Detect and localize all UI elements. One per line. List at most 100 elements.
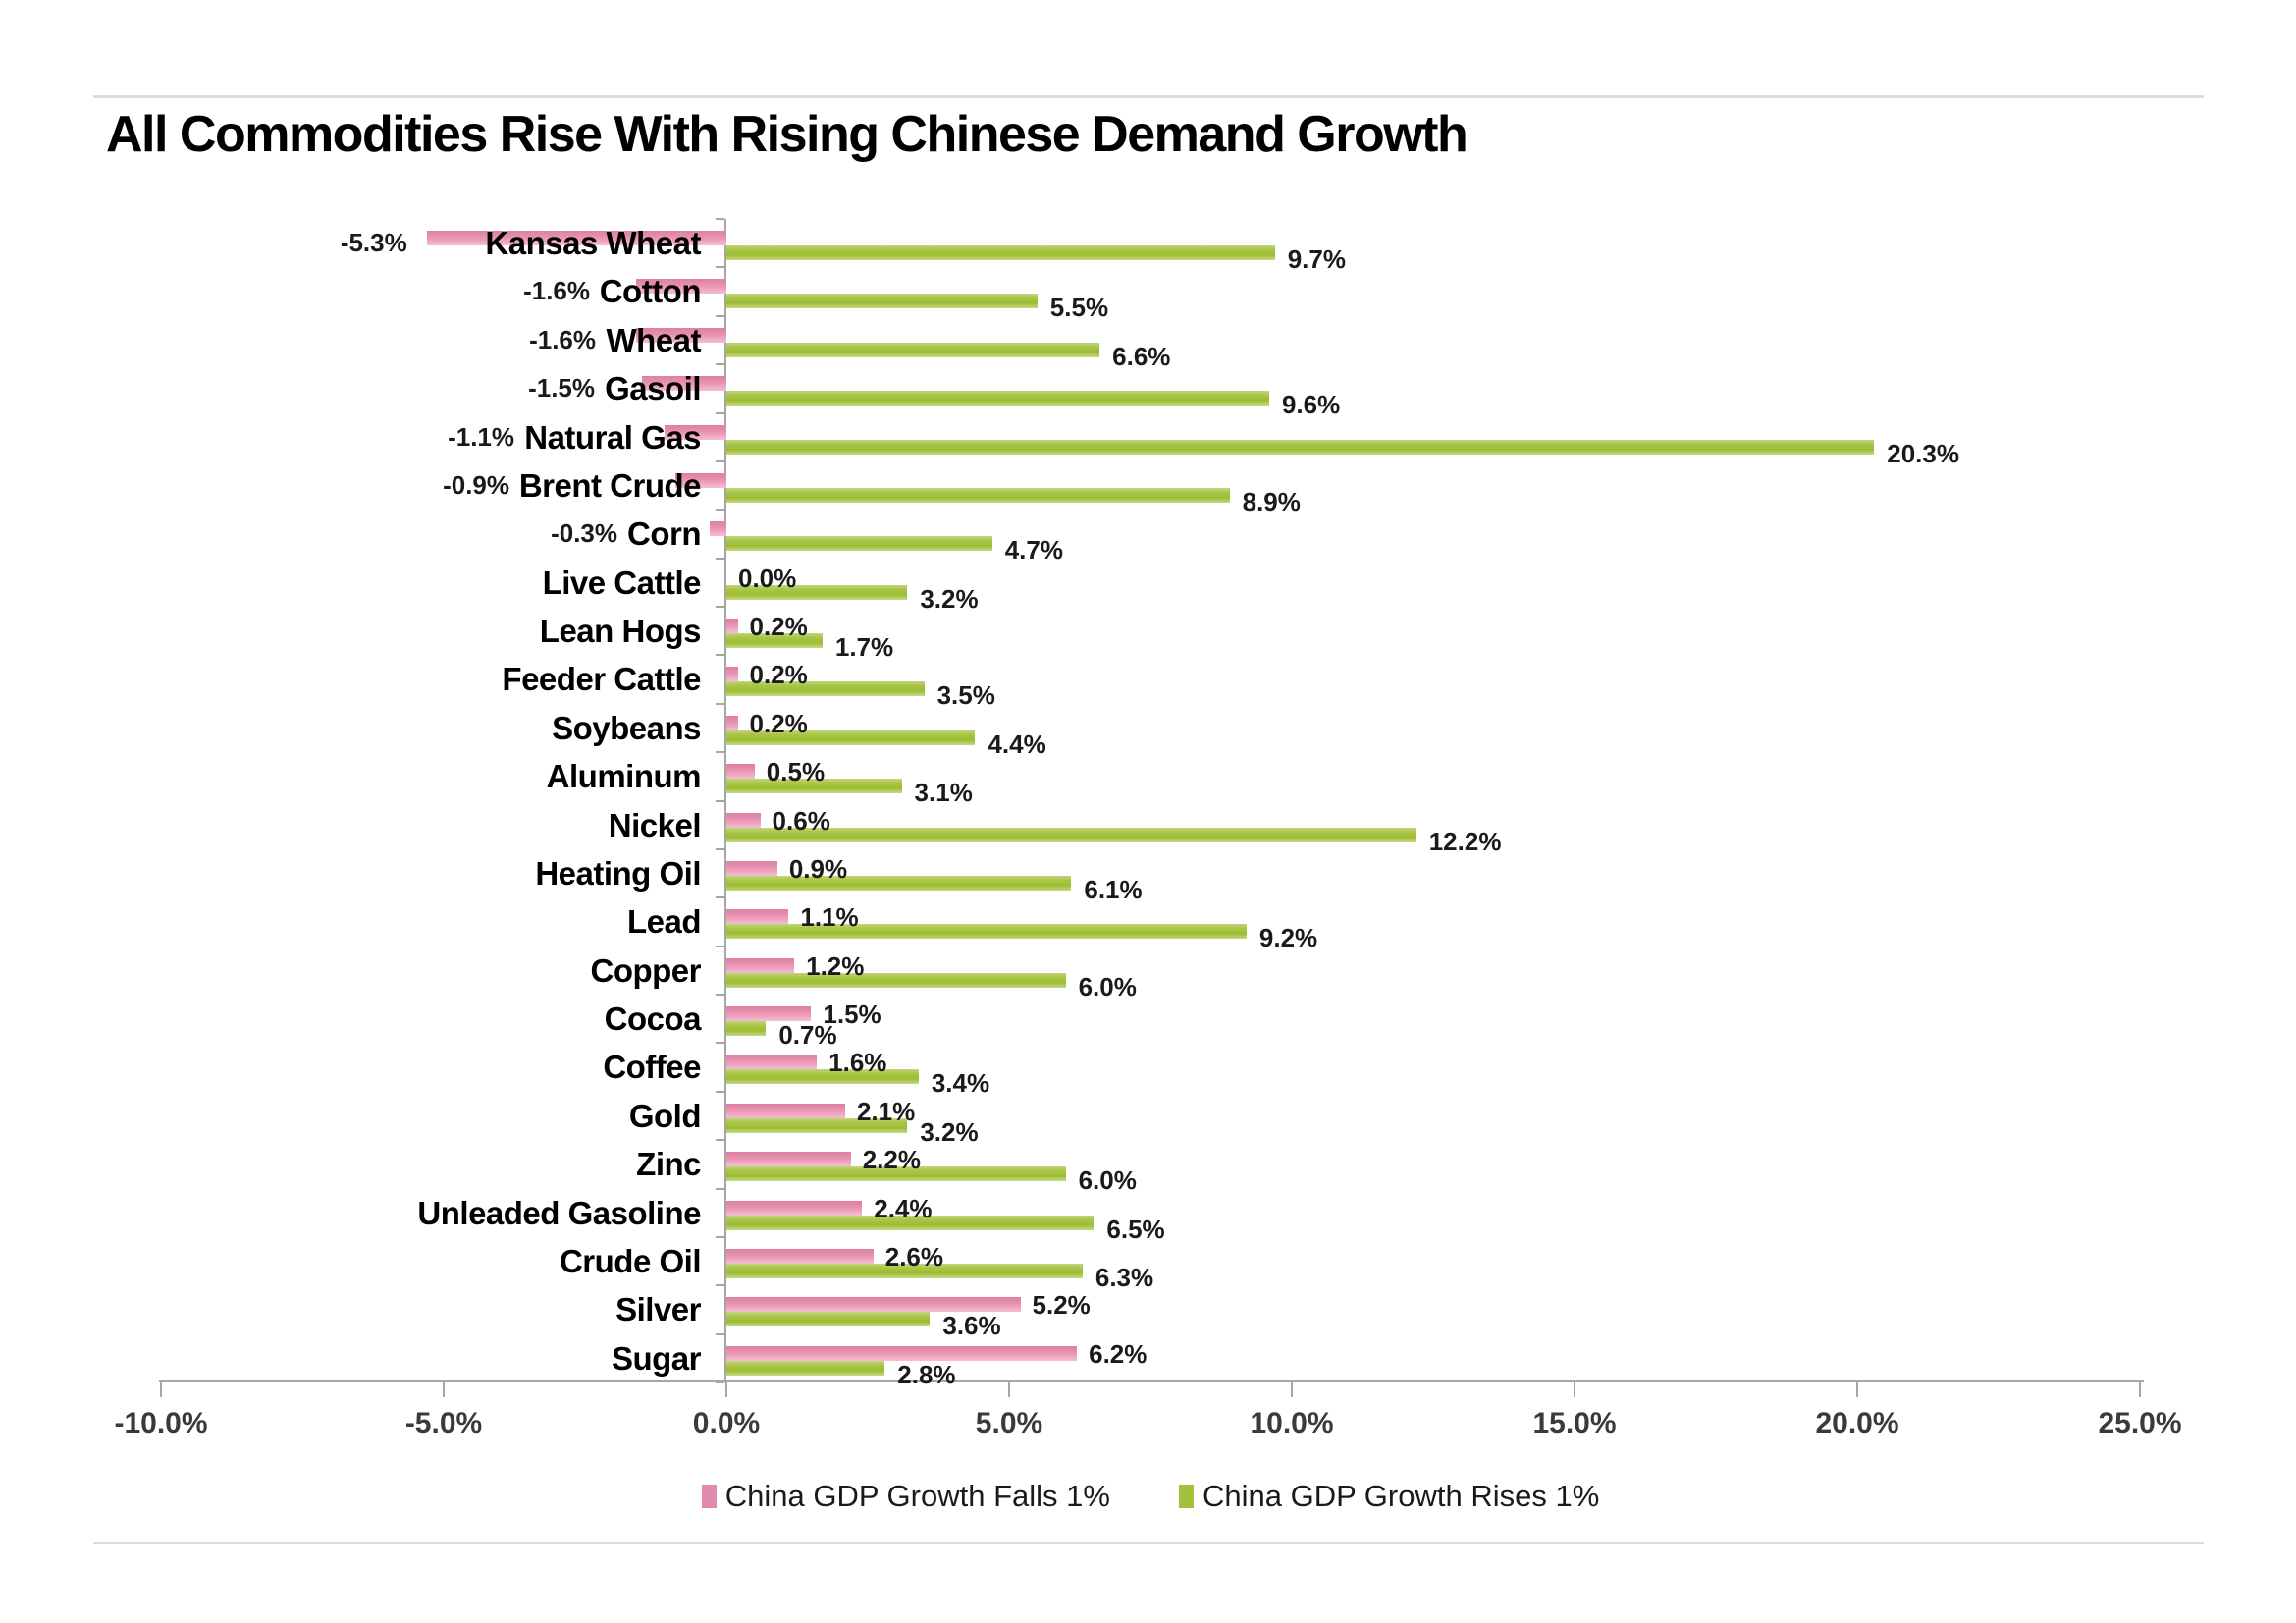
bar-rises-1pct (726, 1215, 1095, 1230)
category-tick (716, 847, 724, 850)
x-axis-tick (160, 1380, 162, 1397)
category-tick (716, 1042, 724, 1045)
bar-rises-1pct (726, 294, 1038, 309)
bar-rises-1pct (726, 1166, 1066, 1182)
bar-falls-1pct (426, 231, 726, 245)
value-label-rises: 5.5% (1049, 293, 1109, 323)
category-label: Lead (626, 903, 702, 941)
bar-rises-1pct (726, 1117, 908, 1133)
bar-rises-1pct (726, 245, 1275, 260)
x-axis-tick (1291, 1380, 1293, 1397)
bar-falls-1pct (726, 764, 755, 780)
bar-falls-1pct (664, 424, 726, 440)
category-label: Lean Hogs (539, 613, 702, 649)
category-label: Heating Oil (535, 854, 701, 892)
category-label: Sugar (611, 1339, 702, 1377)
value-label-falls: -5.3% (340, 228, 407, 257)
category-tick (716, 799, 724, 802)
category-tick (716, 896, 724, 899)
value-label-rises: 12.2% (1428, 826, 1502, 856)
category-tick (716, 218, 724, 220)
category-label: Cotton (599, 273, 702, 310)
value-label-falls: 2.2% (862, 1145, 921, 1175)
value-label-rises: 9.6% (1281, 390, 1341, 420)
value-label-falls: 0.0% (738, 563, 797, 593)
x-axis-tick (1008, 1380, 1010, 1397)
legend-swatch-falls-icon (701, 1485, 717, 1508)
x-axis-tick-label: 25.0% (2098, 1407, 2182, 1439)
bar-falls-1pct (726, 1248, 874, 1264)
value-label-falls: 0.6% (772, 805, 830, 836)
value-label-falls: 0.5% (766, 757, 826, 787)
bar-falls-1pct (726, 1103, 845, 1118)
bar-falls-1pct (726, 812, 761, 828)
bar-rises-1pct (726, 1069, 919, 1085)
bar-rises-1pct (726, 439, 1875, 455)
category-tick (716, 1381, 724, 1383)
category-label: Wheat (606, 321, 702, 358)
bar-rises-1pct (726, 681, 925, 697)
category-label: Live Cattle (542, 564, 702, 601)
bar-falls-1pct (726, 860, 777, 876)
category-tick (716, 606, 724, 608)
x-axis-tick (725, 1380, 727, 1397)
value-label-falls: -1.6% (523, 276, 590, 306)
value-label-falls: 5.2% (1032, 1290, 1091, 1321)
bar-falls-1pct (726, 667, 738, 682)
bar-rises-1pct (726, 972, 1066, 988)
bar-falls-1pct (726, 1055, 818, 1070)
value-label-rises: 6.0% (1078, 971, 1137, 1001)
x-axis-line (159, 1380, 2144, 1382)
x-axis-tick-label: 10.0% (1250, 1407, 1334, 1439)
category-tick (716, 654, 724, 657)
category-tick (716, 1139, 724, 1142)
legend-item-rises: China GDP Growth Rises 1% (1178, 1479, 1600, 1514)
bar-falls-1pct (726, 1297, 1021, 1313)
value-label-falls: 0.2% (749, 708, 808, 738)
value-label-rises: 1.7% (834, 632, 894, 662)
bar-falls-1pct (726, 1152, 851, 1167)
category-label: Aluminum (546, 758, 702, 795)
category-tick (716, 314, 724, 317)
value-label-rises: 0.7% (778, 1020, 837, 1050)
category-tick (716, 509, 724, 512)
value-label-falls: 2.4% (874, 1193, 933, 1223)
value-label-falls: 1.6% (828, 1048, 887, 1078)
value-label-rises: 6.0% (1078, 1165, 1137, 1196)
category-tick (716, 1187, 724, 1190)
bar-falls-1pct (709, 521, 726, 537)
category-label: Coffee (603, 1049, 701, 1086)
value-label-falls: 1.5% (823, 1000, 881, 1029)
category-axis-line (724, 219, 726, 1382)
category-tick (716, 1090, 724, 1093)
bar-rises-1pct (726, 924, 1247, 940)
value-label-rises: 6.1% (1084, 874, 1143, 904)
category-label: Soybeans (552, 709, 701, 746)
category-tick (716, 411, 724, 414)
value-label-rises: 9.2% (1258, 923, 1318, 953)
bar-falls-1pct (675, 472, 726, 488)
bar-rises-1pct (726, 391, 1269, 406)
legend-label-rises: China GDP Growth Rises 1% (1201, 1479, 1600, 1513)
category-label: Silver (615, 1291, 701, 1328)
x-axis-tick-label: -5.0% (404, 1407, 483, 1439)
value-label-falls: 0.2% (749, 660, 808, 690)
value-label-rises: 3.5% (936, 680, 995, 711)
value-label-rises: 6.3% (1095, 1262, 1154, 1292)
category-tick (716, 557, 724, 560)
value-label-rises: 6.5% (1106, 1214, 1165, 1244)
bar-falls-1pct (726, 1006, 812, 1021)
category-label: Cocoa (604, 1001, 702, 1037)
category-tick (716, 994, 724, 996)
bar-rises-1pct (726, 1263, 1083, 1278)
value-label-rises: 4.4% (988, 729, 1046, 759)
category-label: Kansas Wheat (485, 225, 701, 261)
value-label-rises: 20.3% (1887, 438, 1959, 468)
category-label: Copper (590, 951, 702, 989)
value-label-rises: 3.1% (914, 778, 973, 808)
bar-falls-1pct (726, 1200, 863, 1216)
bar-rises-1pct (726, 584, 908, 600)
bottom-divider (93, 1542, 2204, 1544)
category-label: Brent Crude (518, 466, 702, 504)
bar-rises-1pct (726, 536, 992, 552)
